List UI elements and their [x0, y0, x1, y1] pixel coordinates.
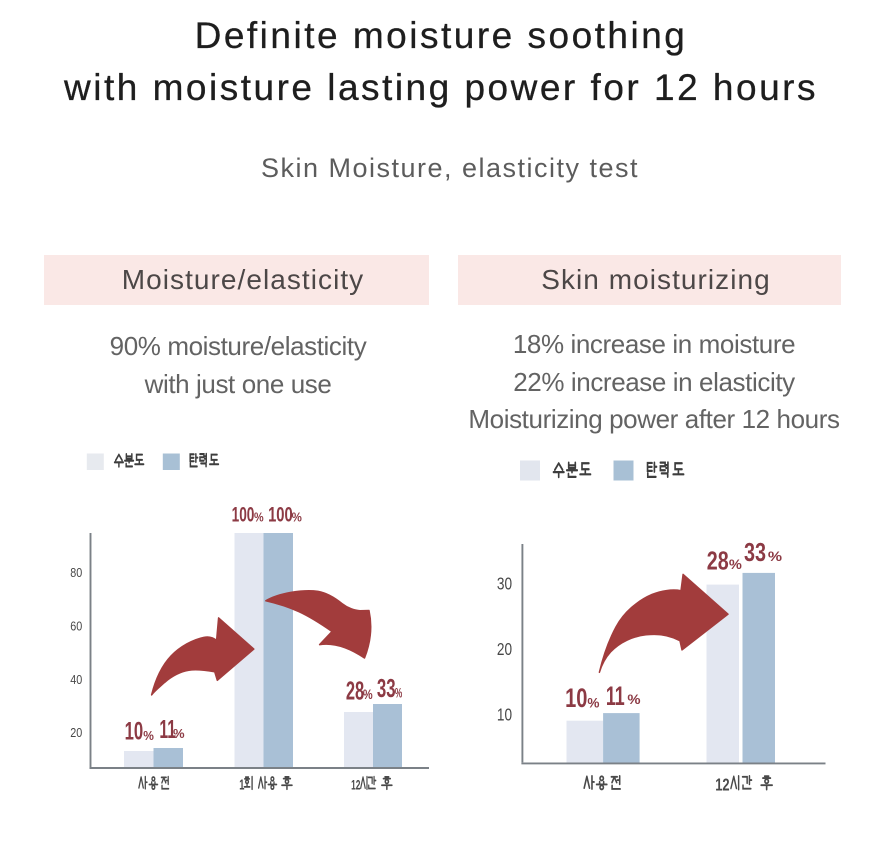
- svg-text:40: 40: [70, 672, 82, 687]
- svg-text:11: 11: [159, 715, 176, 744]
- svg-text:12: 12: [351, 779, 360, 794]
- svg-text:100: 100: [232, 503, 255, 527]
- svg-text:30: 30: [497, 575, 512, 594]
- svg-text:%: %: [363, 687, 373, 703]
- svg-text:20: 20: [497, 641, 512, 660]
- svg-text:60: 60: [70, 619, 82, 634]
- svg-text:12: 12: [715, 775, 730, 795]
- svg-text:10: 10: [565, 683, 587, 714]
- svg-text:%: %: [587, 696, 599, 711]
- svg-text:%: %: [254, 510, 264, 525]
- svg-text:33: 33: [744, 538, 766, 567]
- svg-text:10: 10: [125, 717, 144, 745]
- svg-text:%: %: [729, 556, 742, 571]
- svg-text:10: 10: [497, 706, 512, 725]
- svg-text:%: %: [173, 726, 185, 741]
- svg-text:%: %: [143, 729, 154, 744]
- svg-text:28: 28: [346, 675, 364, 705]
- svg-text:80: 80: [70, 565, 82, 580]
- svg-text:%: %: [627, 693, 641, 708]
- svg-text:%: %: [768, 550, 782, 565]
- svg-text:28: 28: [707, 546, 729, 575]
- svg-text:11: 11: [606, 680, 625, 711]
- svg-text:33: 33: [377, 673, 396, 703]
- svg-text:%: %: [292, 510, 302, 525]
- svg-text:20: 20: [70, 725, 82, 740]
- svg-text:1: 1: [239, 776, 244, 793]
- svg-text:%: %: [395, 687, 402, 702]
- svg-text:100: 100: [268, 503, 293, 526]
